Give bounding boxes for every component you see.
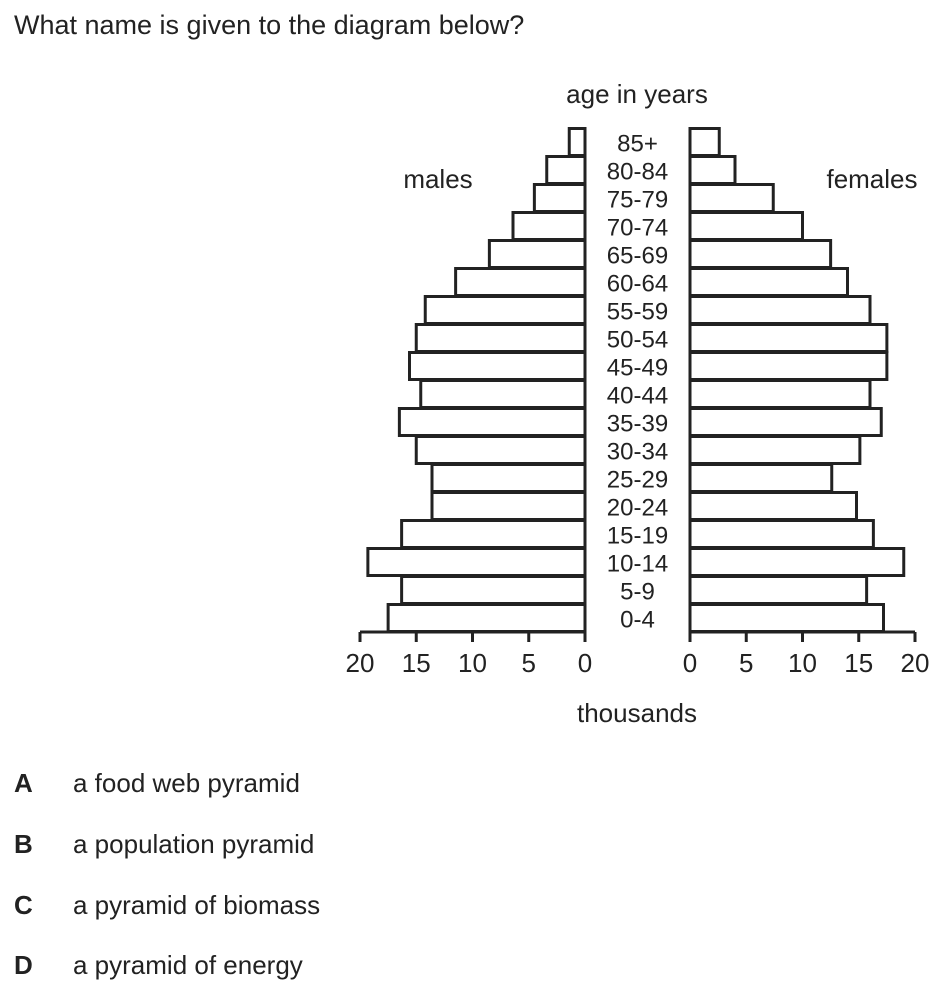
female-bar-60-64: [688, 267, 849, 297]
male-bar-10-14: [366, 547, 587, 577]
male-bar-70-74: [511, 211, 587, 241]
male-x-tick-label: 10: [458, 648, 487, 678]
option-c[interactable]: C a pyramid of biomass: [14, 888, 614, 922]
option-text: a pyramid of biomass: [73, 890, 321, 920]
male-bar-20-24: [430, 491, 587, 521]
age-label: 65-69: [607, 243, 668, 270]
females-series-label: females: [826, 164, 917, 194]
age-label: 40-44: [607, 383, 668, 410]
male-bar-85+: [567, 127, 587, 157]
chart-axes: 0 0 5 5 10 10 15 15 20 20: [346, 128, 930, 678]
male-x-tick-label: 20: [346, 648, 375, 678]
female-bar-5-9: [688, 575, 869, 605]
option-text: a food web pyramid: [73, 768, 300, 798]
female-bar-85+: [688, 127, 721, 157]
age-label: 55-59: [607, 299, 668, 326]
option-letter: A: [14, 768, 33, 798]
male-x-tick-label: 15: [402, 648, 431, 678]
option-text: a pyramid of energy: [73, 950, 303, 980]
male-bar-50-54: [414, 323, 587, 353]
age-label: 15-19: [607, 523, 668, 550]
age-label: 85+: [617, 131, 658, 158]
age-label: 5-9: [620, 579, 655, 606]
age-label: 60-64: [607, 271, 668, 298]
males-series-label: males: [403, 164, 472, 194]
female-bar-20-24: [688, 491, 858, 521]
age-label: 35-39: [607, 411, 668, 438]
option-letter: B: [14, 829, 33, 859]
female-bar-35-39: [688, 407, 883, 437]
female-x-tick-label: 0: [683, 648, 697, 678]
male-bar-45-49: [408, 351, 587, 381]
male-bar-60-64: [454, 267, 587, 297]
female-bar-10-14: [688, 547, 906, 577]
male-bar-30-34: [414, 435, 587, 465]
option-letter: C: [14, 890, 33, 920]
male-bar-5-9: [400, 575, 587, 605]
male-bar-15-19: [400, 519, 587, 549]
option-b[interactable]: B a population pyramid: [14, 827, 614, 861]
female-bar-50-54: [688, 323, 889, 353]
age-label: 20-24: [607, 495, 668, 522]
female-x-tick-label: 20: [901, 648, 930, 678]
age-label: 70-74: [607, 215, 668, 242]
age-group-labels: 0-45-910-1415-1920-2425-2930-3435-3940-4…: [607, 131, 668, 634]
age-label: 10-14: [607, 551, 668, 578]
male-bar-80-84: [545, 155, 587, 185]
female-bar-70-74: [688, 211, 804, 241]
option-d[interactable]: D a pyramid of energy: [14, 948, 614, 982]
age-label: 50-54: [607, 327, 668, 354]
female-bar-0-4: [688, 603, 885, 633]
male-bar-65-69: [487, 239, 587, 269]
age-label: 30-34: [607, 439, 668, 466]
option-a[interactable]: A a food web pyramid: [14, 766, 614, 800]
male-bar-75-79: [532, 183, 587, 213]
males-bars: [366, 127, 587, 633]
female-bar-45-49: [688, 351, 889, 381]
male-bar-0-4: [386, 603, 587, 633]
female-bar-25-29: [688, 463, 834, 493]
male-x-tick-label: 0: [578, 648, 592, 678]
question-text: What name is given to the diagram below?: [14, 10, 525, 40]
female-x-tick-label: 5: [739, 648, 753, 678]
male-bar-40-44: [419, 379, 587, 409]
female-bar-30-34: [688, 435, 862, 465]
option-text: a population pyramid: [73, 829, 315, 859]
females-bars: [688, 127, 906, 633]
chart-title: age in years: [566, 79, 708, 109]
age-label: 75-79: [607, 187, 668, 214]
female-bar-65-69: [688, 239, 833, 269]
female-bar-80-84: [688, 155, 737, 185]
age-label: 0-4: [620, 607, 655, 634]
x-axis-label: thousands: [577, 698, 697, 728]
male-bar-55-59: [423, 295, 587, 325]
option-letter: D: [14, 950, 33, 980]
female-x-tick-label: 15: [844, 648, 873, 678]
age-label: 80-84: [607, 159, 668, 186]
male-bar-35-39: [397, 407, 587, 437]
population-pyramid-chart: age in years males females 0-45-910-1415…: [346, 79, 930, 728]
female-x-tick-label: 10: [788, 648, 817, 678]
female-bar-75-79: [688, 183, 775, 213]
female-bar-15-19: [688, 519, 875, 549]
male-bar-25-29: [430, 463, 587, 493]
age-label: 25-29: [607, 467, 668, 494]
female-bar-40-44: [688, 379, 872, 409]
age-label: 45-49: [607, 355, 668, 382]
female-bar-55-59: [688, 295, 872, 325]
male-x-tick-label: 5: [522, 648, 536, 678]
